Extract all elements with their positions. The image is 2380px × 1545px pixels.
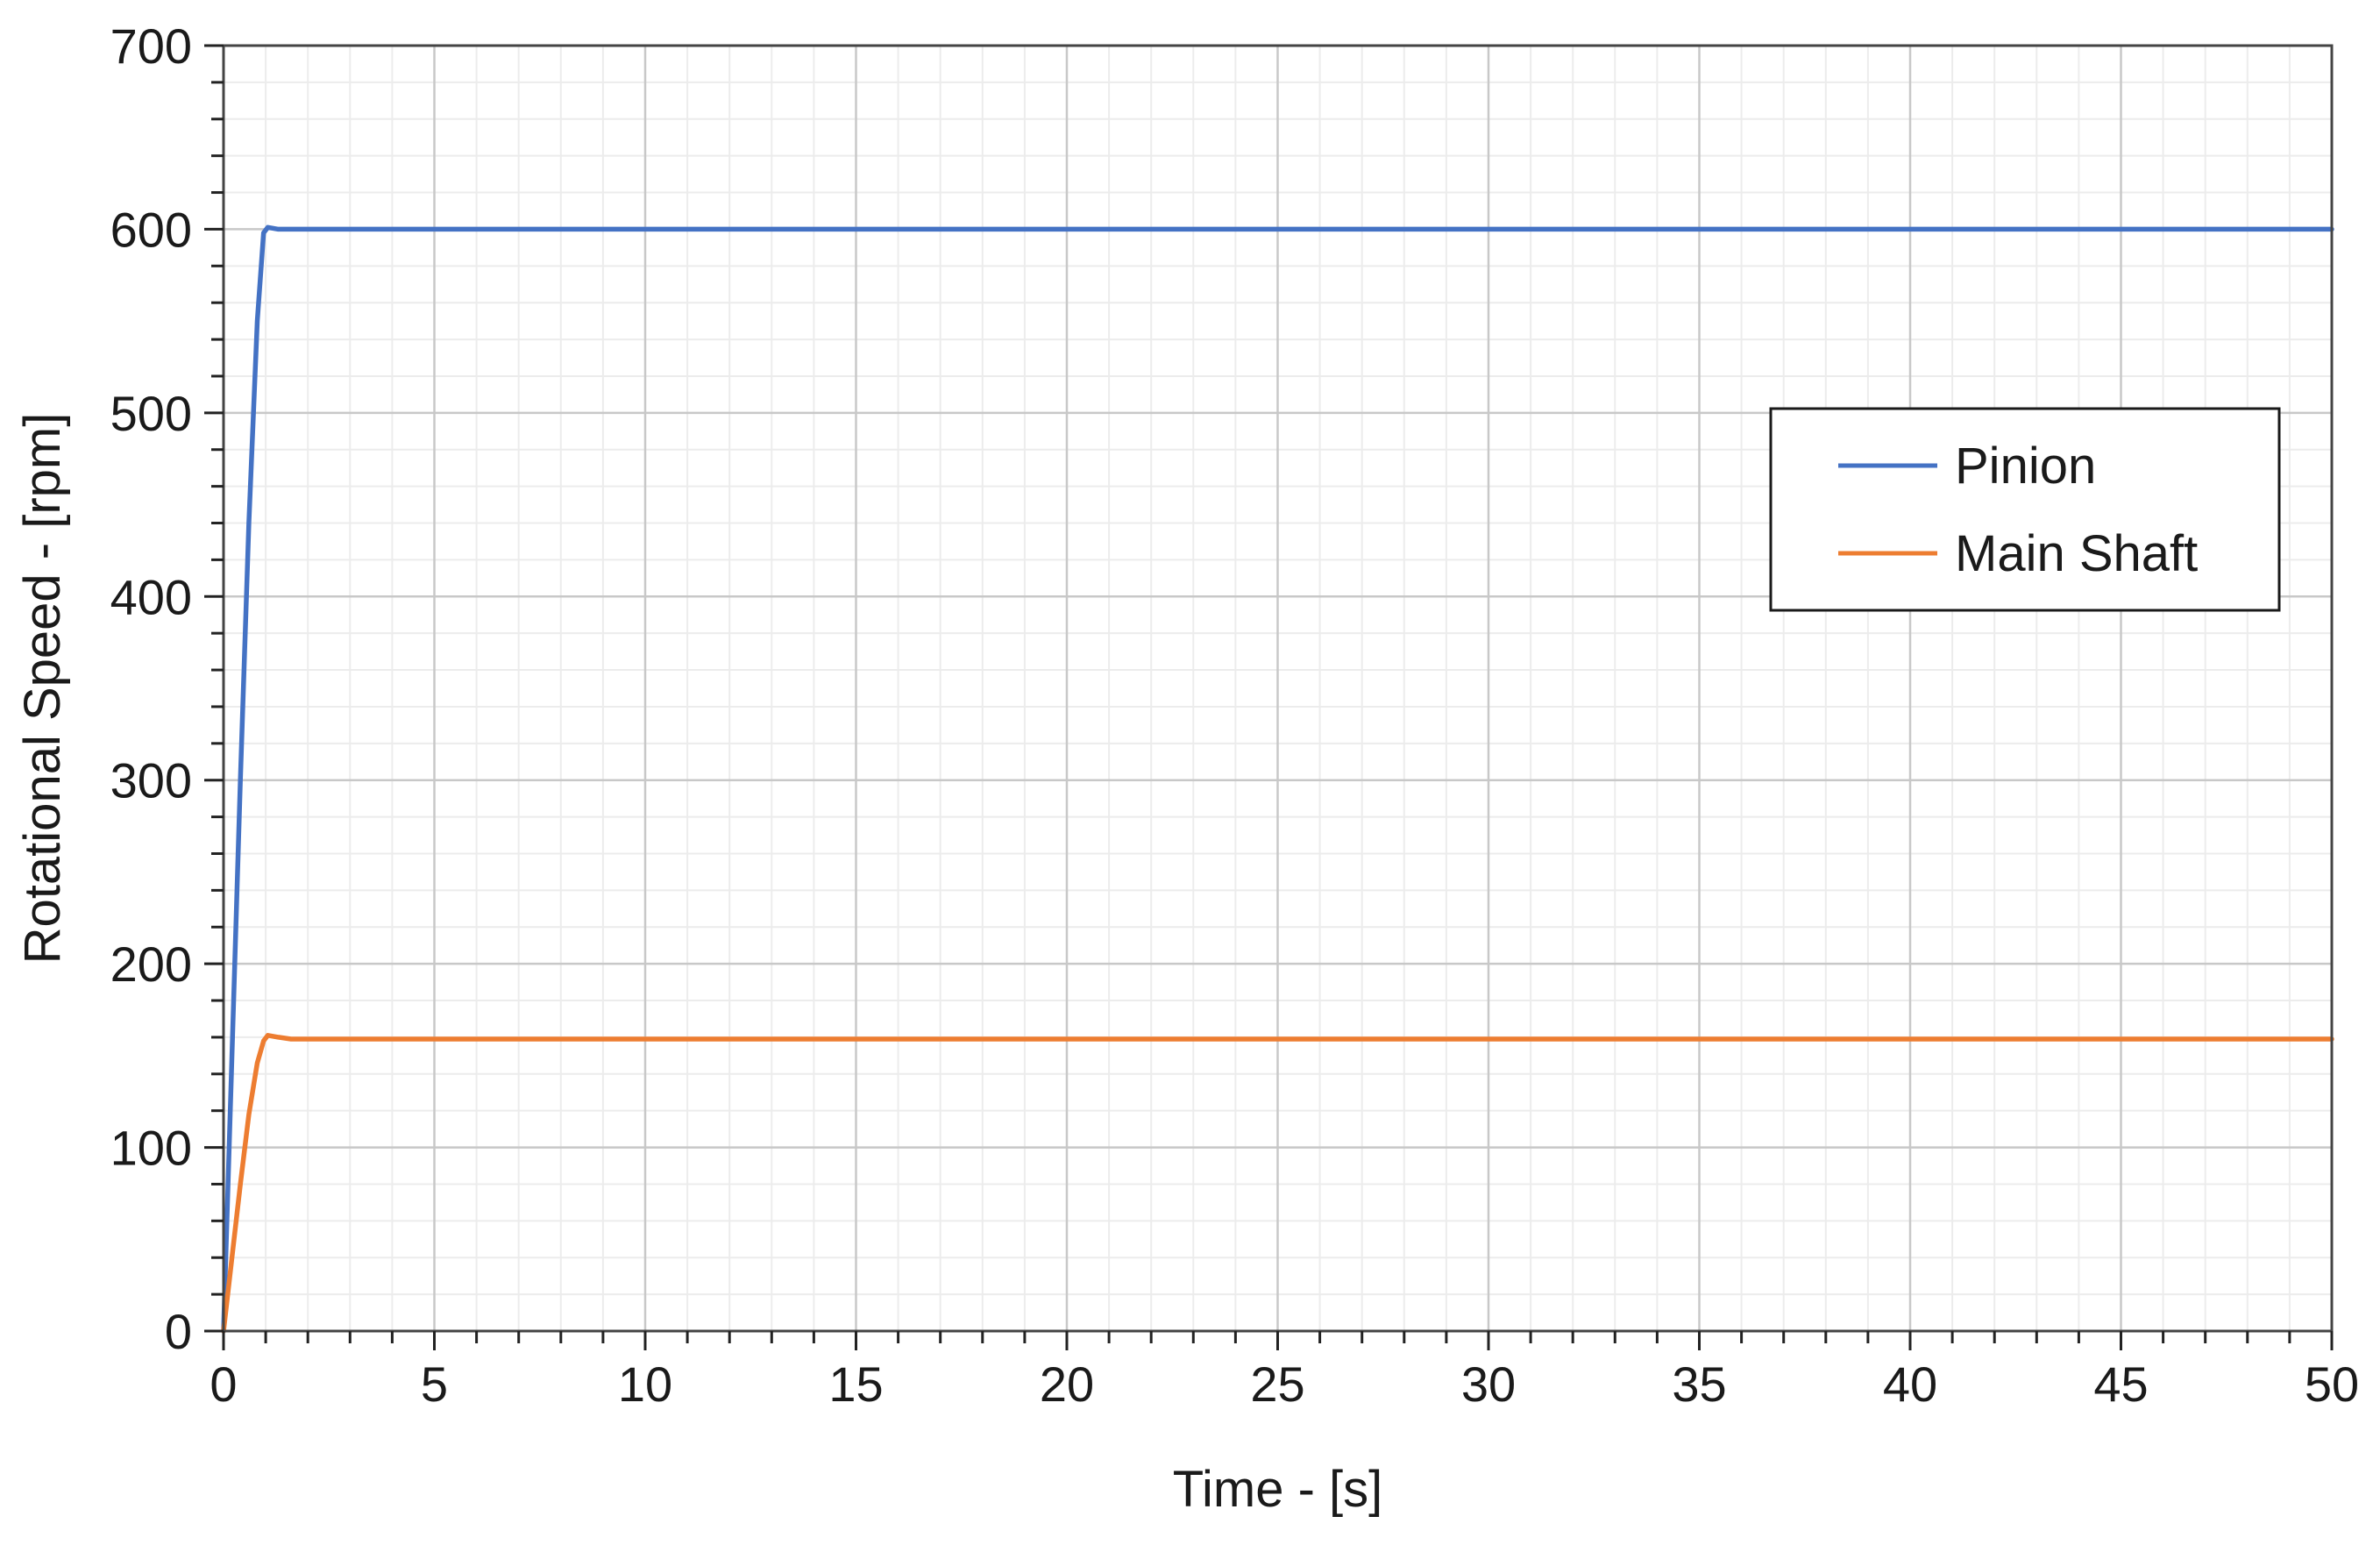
x-tick-label: 35 (1672, 1356, 1726, 1412)
y-tick-label: 700 (110, 18, 192, 74)
y-tick-label: 500 (110, 386, 192, 441)
series-line-main-shaft (221, 1033, 2334, 1334)
x-tick-label: 30 (1461, 1356, 1516, 1412)
x-tick-label: 20 (1040, 1356, 1094, 1412)
legend-label-pinion: Pinion (1955, 438, 2096, 495)
series-line-pinion (221, 224, 2334, 1334)
x-tick-label: 40 (1883, 1356, 1937, 1412)
x-tick-label: 5 (421, 1356, 448, 1412)
x-tick-label: 25 (1250, 1356, 1304, 1412)
series-layer (221, 224, 2334, 1334)
x-tick-label: 10 (618, 1356, 672, 1412)
x-tick-label: 15 (828, 1356, 883, 1412)
x-tick-label: 0 (210, 1356, 237, 1412)
y-tick-label: 200 (110, 936, 192, 992)
y-tick-label: 400 (110, 569, 192, 624)
legend-label-main-shaft: Main Shaft (1955, 525, 2198, 582)
legend: Pinion Main Shaft (1769, 407, 2281, 612)
y-tick-label: 300 (110, 753, 192, 808)
x-tick-label: 50 (2305, 1356, 2359, 1412)
x-axis: 0 5 10 15 20 25 30 35 40 45 50 (210, 1331, 2359, 1412)
y-axis-title: Rotational Speed - [rpm] (14, 413, 71, 965)
y-tick-label: 0 (165, 1304, 192, 1359)
y-axis: 0 100 200 300 400 500 600 700 (110, 18, 224, 1359)
y-tick-label: 100 (110, 1121, 192, 1176)
x-axis-title: Time - [s] (1173, 1461, 1383, 1518)
x-tick-label: 45 (2093, 1356, 2148, 1412)
y-tick-label: 600 (110, 202, 192, 257)
legend-box (1769, 407, 2281, 612)
